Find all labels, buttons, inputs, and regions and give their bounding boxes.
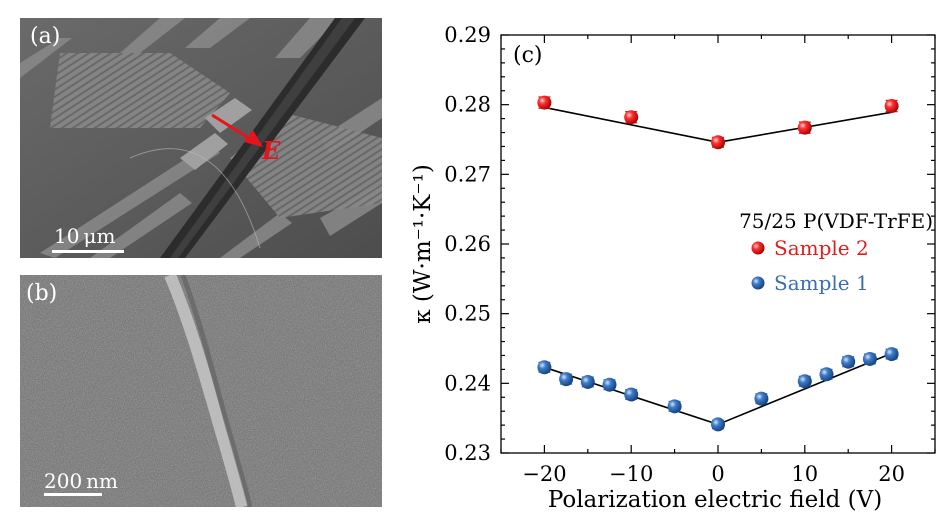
marker — [711, 417, 725, 432]
legend-sample-1: Sample 1 — [751, 271, 869, 295]
scale-bar-a-text: 10 μm — [54, 224, 116, 248]
marker — [841, 354, 856, 369]
y-tick-label: 0.27 — [444, 162, 491, 186]
marker — [797, 120, 812, 135]
data-point — [580, 374, 595, 389]
thermal-conductivity-chart: −20 −10 0 10 20 0.23 0.24 0.25 0.26 0.27 0.28 0.29… — [410, 23, 936, 513]
sem-nanowire-drawing — [20, 275, 382, 507]
scale-bar-a — [52, 250, 124, 253]
data-point — [819, 367, 834, 382]
marker — [624, 387, 639, 402]
marker — [667, 399, 682, 414]
data-point — [624, 387, 639, 402]
data-point — [711, 417, 725, 432]
marker — [602, 377, 617, 392]
fit-lines — [544, 106, 892, 426]
y-tick-label: 0.24 — [444, 371, 491, 395]
x-axis-label: Polarization electric field (V) — [548, 487, 882, 513]
y-axis-label: κ (W·m⁻¹·K⁻¹) — [410, 164, 436, 324]
data-point — [602, 377, 617, 392]
y-tick-label: 0.26 — [444, 232, 491, 256]
plot-frame — [500, 34, 936, 454]
fit-line-sample-1 — [544, 352, 892, 426]
legend-label-sample-1: Sample 1 — [774, 271, 869, 295]
legend-label-sample-2: Sample 2 — [774, 236, 869, 260]
x-tick-label: 20 — [878, 462, 905, 486]
legend-title: 75/25 P(VDF-TrFE) — [739, 209, 933, 233]
marker — [559, 372, 574, 387]
marker — [862, 351, 877, 366]
marker — [624, 110, 639, 125]
marker — [819, 367, 834, 382]
data-point — [667, 399, 682, 414]
sem-image-nanowire: (b) 200 nm — [20, 275, 382, 507]
data-point — [624, 110, 639, 125]
x-tick-label: 0 — [711, 462, 724, 486]
data-point — [754, 391, 769, 406]
y-tick-labels: 0.23 0.24 0.25 0.26 0.27 0.28 0.29 — [444, 23, 491, 465]
marker — [537, 95, 552, 110]
marker — [884, 99, 899, 114]
marker — [797, 374, 812, 389]
marker — [754, 391, 769, 406]
panel-a-label: (a) — [30, 24, 61, 49]
sem-device-drawing — [20, 18, 382, 258]
x-tick-label: 10 — [791, 462, 818, 486]
data-point — [711, 135, 725, 150]
electric-field-label: E — [262, 136, 281, 165]
y-tick-label: 0.23 — [444, 441, 491, 465]
marker — [711, 135, 725, 150]
marker — [537, 360, 552, 375]
panel-c-label: (c) — [513, 43, 543, 68]
data-point — [537, 360, 552, 375]
legend-marker-sample-2 — [751, 241, 765, 255]
x-tick-label: −20 — [522, 462, 566, 486]
y-tick-label: 0.25 — [444, 302, 491, 326]
data-point — [797, 120, 812, 135]
marker — [884, 347, 899, 362]
data-point — [884, 347, 899, 362]
data-point — [797, 374, 812, 389]
legend-sample-2: Sample 2 — [751, 236, 869, 260]
data-point — [537, 95, 552, 110]
scale-bar-b — [44, 493, 102, 496]
scale-bar-b-text: 200 nm — [44, 469, 119, 493]
data-point — [884, 99, 899, 114]
data-point — [841, 354, 856, 369]
marker — [580, 374, 595, 389]
panel-b-label: (b) — [26, 281, 58, 306]
data-point — [862, 351, 877, 366]
legend-marker-sample-1 — [751, 276, 765, 290]
data-point — [559, 372, 574, 387]
data-points — [537, 95, 899, 432]
y-tick-label: 0.28 — [444, 93, 491, 117]
x-tick-labels: −20 −10 0 10 20 — [522, 462, 905, 486]
axis-ticks — [500, 34, 936, 454]
x-tick-label: −10 — [609, 462, 653, 486]
y-tick-label: 0.29 — [444, 23, 491, 47]
sem-image-device: (a) E 10 μm — [20, 18, 382, 258]
